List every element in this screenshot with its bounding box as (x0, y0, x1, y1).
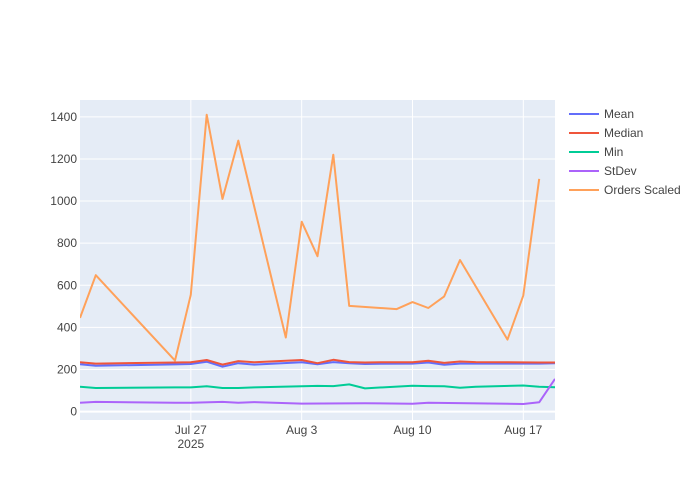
y-axis: 0 200 400 600 800 1000 1200 1400 (50, 110, 77, 419)
series-line-mean (80, 360, 555, 368)
legend-label: Min (604, 145, 623, 159)
x-tick-label: Aug 3 (286, 423, 318, 437)
series-line-orders-scaled (80, 113, 541, 362)
x-tick-label: Jul 27 (175, 423, 207, 437)
x-tick-sublabel: 2025 (177, 437, 204, 451)
y-tick-label: 600 (57, 278, 77, 292)
legend-label: Orders Scaled (604, 183, 681, 197)
y-tick-label: 1200 (50, 152, 77, 166)
plot-area (80, 100, 555, 420)
legend-item-median[interactable]: Median (569, 126, 643, 140)
series-line-min (80, 383, 555, 390)
x-tick-label: Aug 17 (504, 423, 542, 437)
y-tick-label: 200 (57, 362, 77, 376)
legend-label: Mean (604, 107, 634, 121)
legend-item-min[interactable]: Min (569, 145, 623, 159)
legend-label: Median (604, 126, 643, 140)
legend-item-mean[interactable]: Mean (569, 107, 634, 121)
x-tick-label: Aug 10 (393, 423, 431, 437)
series-line-stdev (80, 378, 555, 405)
legend-item-stdev[interactable]: StDev (569, 164, 637, 178)
grid-lines (80, 100, 555, 420)
y-tick-label: 800 (57, 236, 77, 250)
series-lines (80, 113, 555, 405)
legend[interactable]: Mean Median Min StDev Orders Scaled (569, 107, 681, 197)
y-tick-label: 400 (57, 320, 77, 334)
y-tick-label: 1000 (50, 194, 77, 208)
series-line-median (80, 358, 555, 366)
legend-label: StDev (604, 164, 637, 178)
y-tick-label: 1400 (50, 110, 77, 124)
y-tick-label: 0 (70, 405, 77, 419)
legend-item-orders-scaled[interactable]: Orders Scaled (569, 183, 681, 197)
